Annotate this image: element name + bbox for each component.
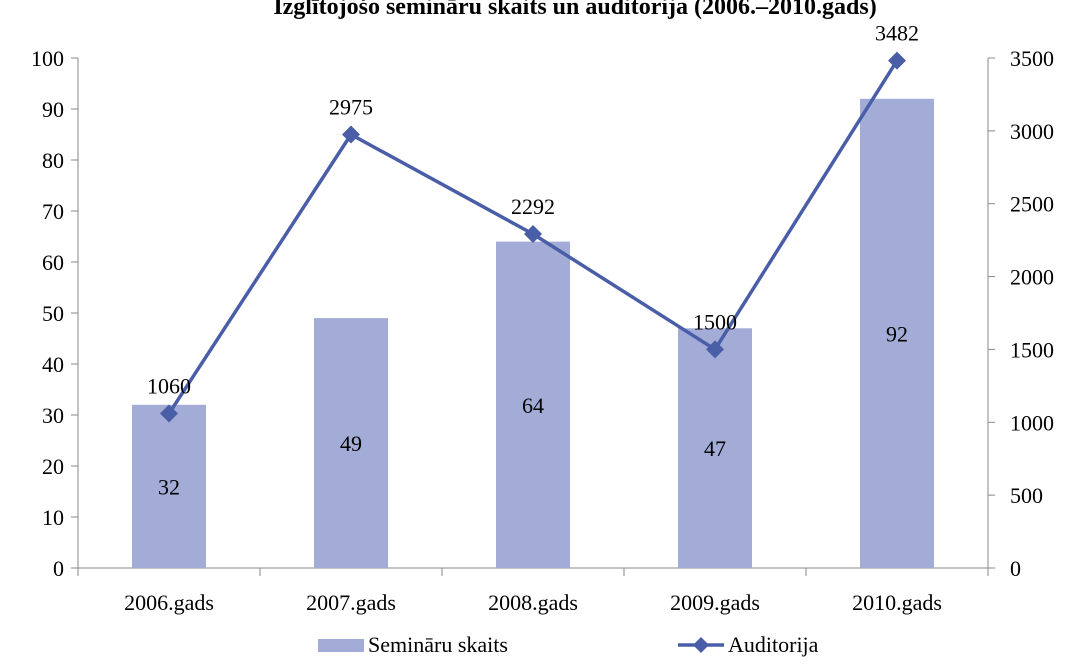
line-series <box>160 51 906 423</box>
line-data-label: 1500 <box>693 309 737 334</box>
bar-series <box>132 98 934 569</box>
bar-data-label: 92 <box>886 321 908 346</box>
left-axis-tick-label: 0 <box>53 556 64 581</box>
x-axis-tick-label: 2010.gads <box>852 590 942 615</box>
legend-label: Semināru skaits <box>368 632 508 657</box>
right-axis-tick-label: 3500 <box>1010 46 1054 71</box>
bar <box>314 318 388 568</box>
left-axis-tick-label: 100 <box>31 46 64 71</box>
line-data-label: 3482 <box>875 21 919 46</box>
axes: 0102030405060708090100050010001500200025… <box>31 46 1054 615</box>
right-axis-tick-label: 2000 <box>1010 265 1054 290</box>
right-axis-tick-label: 0 <box>1010 556 1021 581</box>
line-data-labels: 1060 2975 2292 1500 3482 <box>147 21 919 399</box>
right-axis-tick-label: 1000 <box>1010 410 1054 435</box>
bar <box>860 98 934 569</box>
legend: Semināru skaits Auditorija <box>318 632 819 657</box>
legend-bar-swatch <box>318 639 364 652</box>
left-axis-tick-label: 70 <box>42 199 64 224</box>
right-axis-tick-label: 1500 <box>1010 337 1054 362</box>
line-data-label: 2975 <box>329 95 373 120</box>
line-data-label: 1060 <box>147 374 191 399</box>
left-axis-tick-label: 90 <box>42 97 64 122</box>
left-axis-tick-label: 40 <box>42 352 64 377</box>
left-axis-tick-label: 80 <box>42 148 64 173</box>
line-point-marker <box>342 125 360 144</box>
bar-data-labels: 32 49 64 47 92 <box>158 321 908 499</box>
left-axis-tick-label: 50 <box>42 301 64 326</box>
bar-data-label: 49 <box>340 431 362 456</box>
right-axis-tick-label: 2500 <box>1010 192 1054 217</box>
legend-label: Auditorija <box>728 632 819 657</box>
line-point-marker <box>706 340 724 359</box>
left-axis-tick-label: 60 <box>42 250 64 275</box>
right-axis-tick-label: 500 <box>1010 483 1043 508</box>
bar <box>132 404 206 568</box>
bar-data-label: 47 <box>704 436 726 461</box>
left-axis-tick-label: 10 <box>42 505 64 530</box>
bar <box>496 241 570 568</box>
line-point-marker <box>888 51 906 70</box>
left-axis-tick-label: 20 <box>42 454 64 479</box>
x-axis-tick-label: 2007.gads <box>306 590 396 615</box>
x-axis-tick-label: 2009.gads <box>670 590 760 615</box>
chart-title: Izglītojošo semināru skaits un auditorij… <box>273 0 876 20</box>
bar <box>678 328 752 568</box>
bar-data-label: 64 <box>522 393 544 418</box>
bar-data-label: 32 <box>158 474 180 499</box>
line-data-label: 2292 <box>511 194 555 219</box>
x-axis-tick-label: 2008.gads <box>488 590 578 615</box>
x-axis-tick-label: 2006.gads <box>124 590 214 615</box>
legend-marker-swatch <box>693 637 709 653</box>
line-point-marker <box>160 404 178 423</box>
right-axis-tick-label: 3000 <box>1010 119 1054 144</box>
left-axis-tick-label: 30 <box>42 403 64 428</box>
line-point-marker <box>524 225 542 244</box>
